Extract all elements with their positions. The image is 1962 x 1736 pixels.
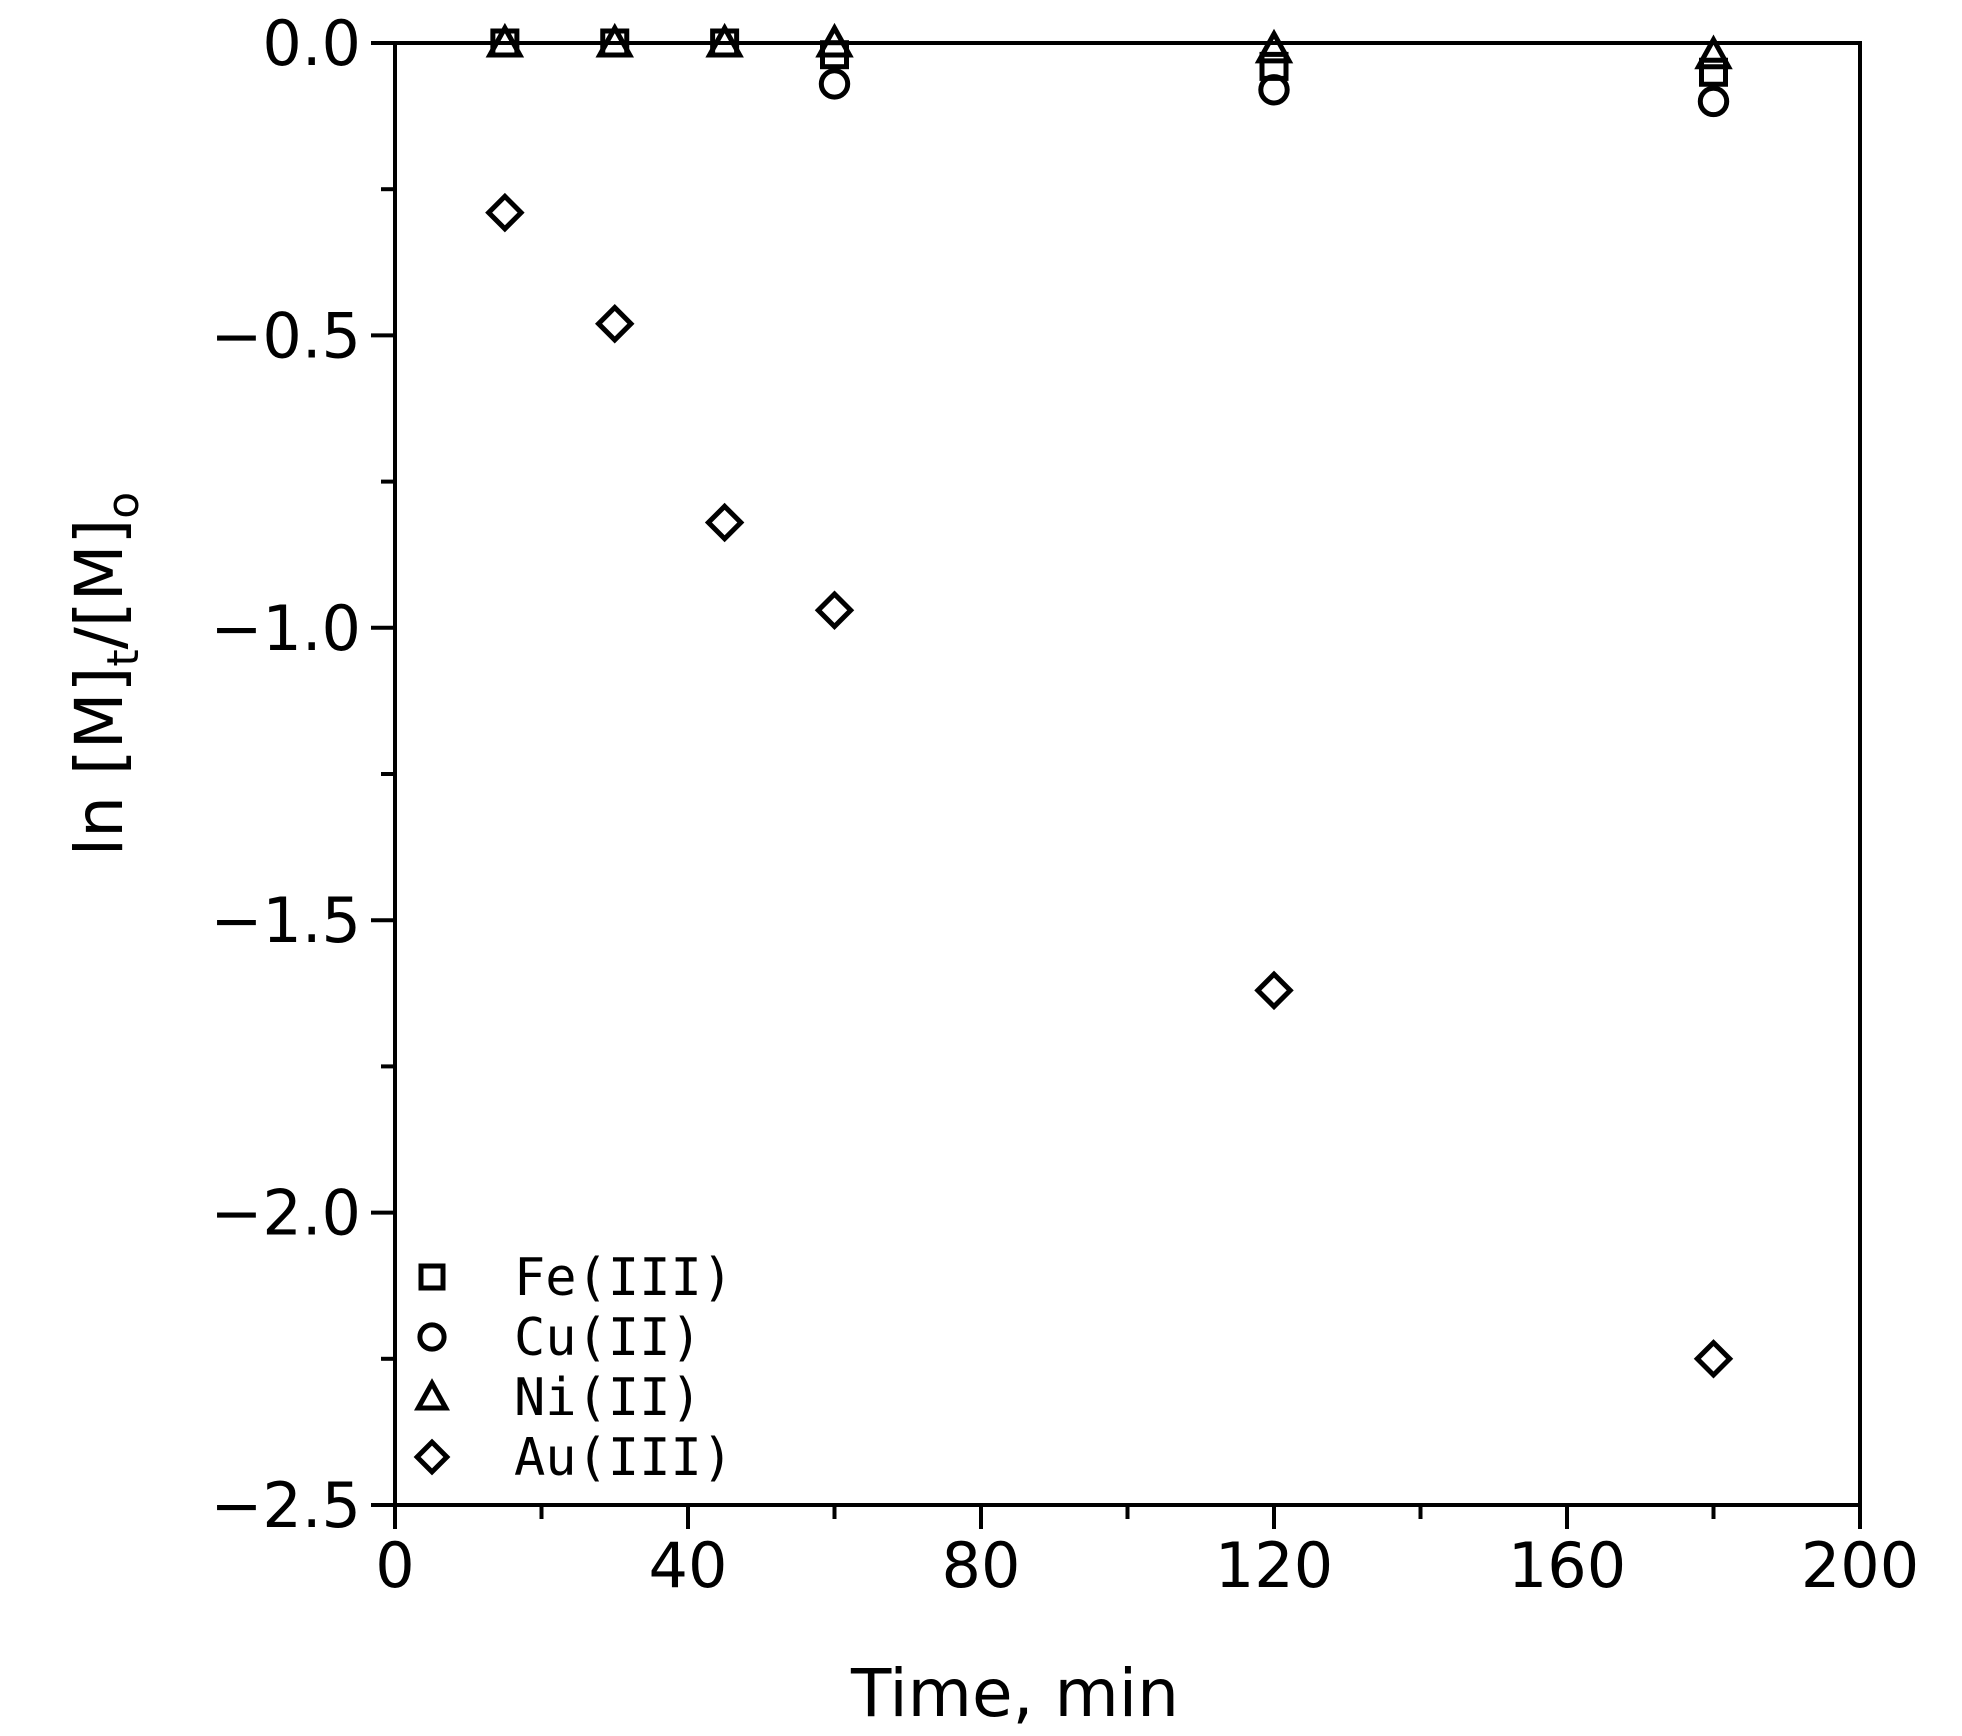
- series-square: [490, 28, 1728, 87]
- y-tick-label: −1.5: [210, 884, 361, 957]
- data-point-triangle: [1254, 28, 1294, 64]
- legend-item: Cu(II): [417, 1308, 702, 1368]
- x-axis-title: Time, min: [850, 1655, 1179, 1732]
- series-triangle: [485, 22, 1733, 70]
- y-tick-label: −2.5: [210, 1469, 361, 1542]
- data-point-square: [1699, 57, 1728, 87]
- data-point-diamond: [1693, 1339, 1734, 1379]
- ticks: [371, 41, 1862, 1529]
- legend-item: Ni(II): [414, 1368, 702, 1428]
- y-axis-title-sub2: o: [98, 492, 149, 519]
- y-tick-label: −2.0: [210, 1177, 361, 1250]
- data-point-triangle: [485, 22, 525, 58]
- y-axis-title-prefix: ln [M]: [61, 667, 138, 857]
- x-tick-label: 160: [1508, 1529, 1626, 1602]
- y-axis-title-sub1: t: [98, 649, 149, 666]
- y-axis-title-mid: /[M]: [61, 519, 138, 650]
- x-tick-label: 200: [1801, 1529, 1919, 1602]
- legend-marker-diamond: [413, 1438, 451, 1476]
- legend-label: Fe(III): [514, 1248, 733, 1308]
- x-tick-label: 0: [375, 1529, 414, 1602]
- x-tick-label: 80: [942, 1529, 1021, 1602]
- y-tick-label: −1.0: [210, 592, 361, 665]
- data-point-circle: [1258, 74, 1290, 106]
- y-axis-title: ln [M]t/[M]o: [61, 492, 149, 856]
- data-point-triangle: [705, 22, 744, 58]
- data-point-triangle: [815, 22, 854, 58]
- data-point-diamond: [595, 303, 635, 344]
- legend-marker-triangle: [414, 1378, 450, 1411]
- legend-label: Cu(II): [514, 1308, 702, 1368]
- x-tick-label: 40: [649, 1529, 728, 1602]
- data-point-circle: [1697, 85, 1730, 118]
- data-point-diamond: [814, 590, 855, 630]
- tick-labels: 0 40 80 120 160 200 0.0 −0.5 −1.0 −1.5 −2.0 −2.5: [210, 7, 1919, 1602]
- data-point-circle: [818, 68, 851, 100]
- y-tick-label: 0.0: [262, 7, 361, 80]
- x-tick-label: 120: [1215, 1529, 1333, 1602]
- data-point-triangle: [595, 22, 634, 58]
- legend-label: Ni(II): [514, 1368, 702, 1428]
- legend-marker-square: [418, 1263, 446, 1291]
- y-tick-label: −0.5: [210, 299, 361, 372]
- plot-area: [485, 22, 1734, 1379]
- data-point-diamond: [704, 502, 745, 543]
- legend-item: Au(III): [413, 1428, 733, 1488]
- legend-item: Fe(III): [418, 1248, 733, 1308]
- series-diamond: [485, 192, 1734, 1379]
- legend: Fe(III)Cu(II)Ni(II)Au(III): [413, 1248, 733, 1488]
- data-point-triangle: [1694, 34, 1733, 70]
- legend-label: Au(III): [514, 1428, 733, 1488]
- legend-marker-circle: [417, 1322, 447, 1352]
- series-circle: [818, 68, 1730, 118]
- data-point-diamond: [1254, 970, 1294, 1011]
- data-point-diamond: [485, 192, 525, 233]
